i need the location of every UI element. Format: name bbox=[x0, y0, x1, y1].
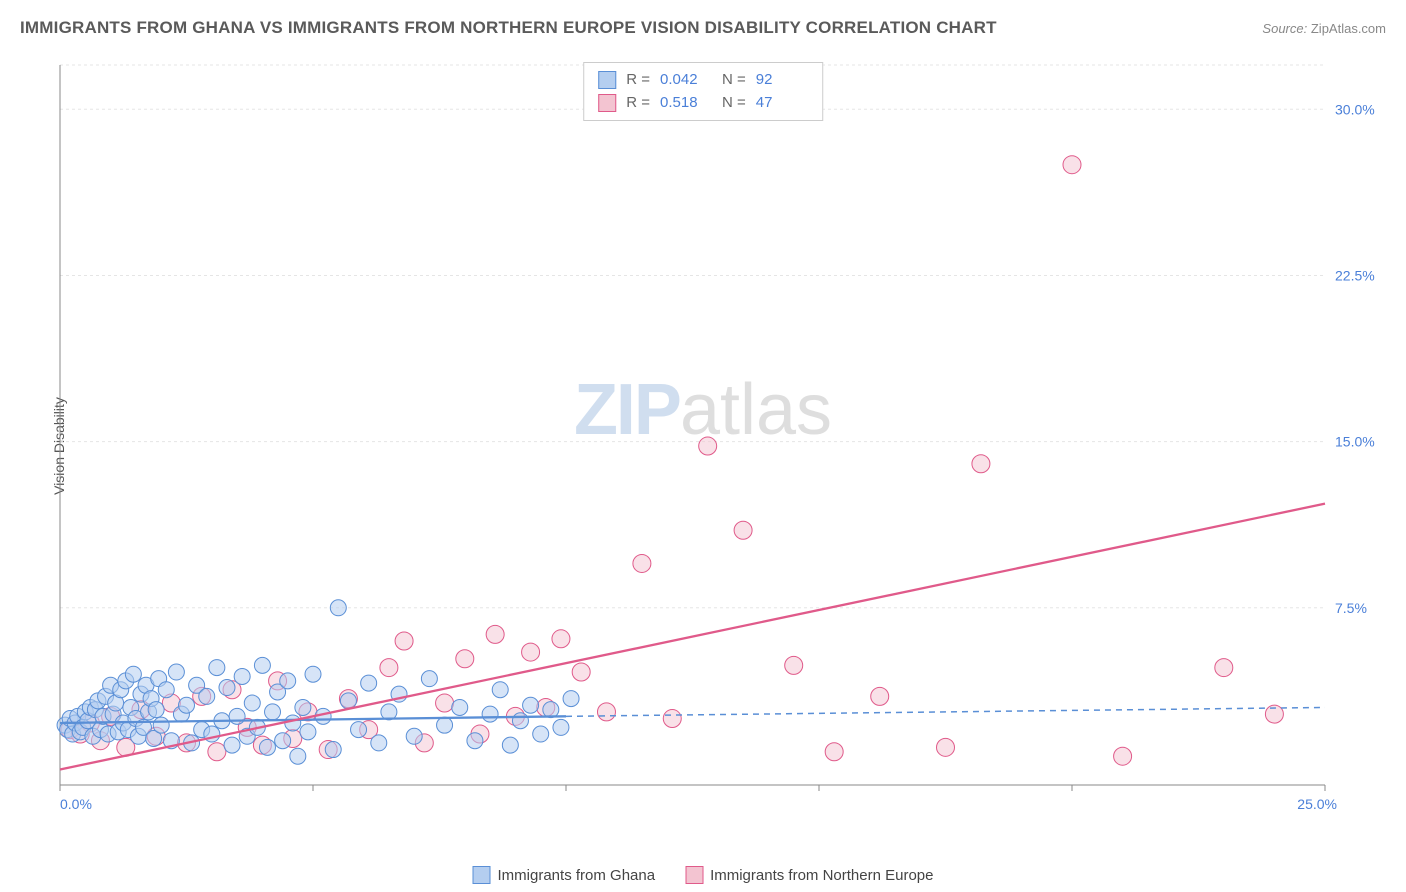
source-value: ZipAtlas.com bbox=[1311, 21, 1386, 36]
n-label: N = bbox=[722, 92, 746, 115]
svg-text:15.0%: 15.0% bbox=[1335, 434, 1375, 450]
legend-label-neurope: Immigrants from Northern Europe bbox=[710, 867, 933, 884]
chart-svg: 7.5% 15.0% 22.5% 30.0% 0.0% 25.0% bbox=[50, 55, 1380, 825]
series-legend: Immigrants from Ghana Immigrants from No… bbox=[473, 866, 934, 884]
swatch-neurope-icon bbox=[598, 94, 616, 112]
stats-legend: R = 0.042 N = 92 R = 0.518 N = 47 bbox=[583, 62, 823, 121]
source: Source: ZipAtlas.com bbox=[1262, 21, 1386, 36]
r-value-ghana: 0.042 bbox=[660, 69, 712, 92]
chart-title: IMMIGRANTS FROM GHANA VS IMMIGRANTS FROM… bbox=[20, 18, 997, 38]
legend-item-neurope: Immigrants from Northern Europe bbox=[685, 866, 933, 884]
legend-label-ghana: Immigrants from Ghana bbox=[498, 867, 656, 884]
legend-item-ghana: Immigrants from Ghana bbox=[473, 866, 656, 884]
scatter-plot: 7.5% 15.0% 22.5% 30.0% 0.0% 25.0% bbox=[50, 55, 1380, 825]
r-label: R = bbox=[626, 92, 650, 115]
r-value-neurope: 0.518 bbox=[660, 92, 712, 115]
svg-text:7.5%: 7.5% bbox=[1335, 600, 1367, 616]
n-value-neurope: 47 bbox=[756, 92, 808, 115]
swatch-ghana-icon bbox=[473, 866, 491, 884]
stats-row-neurope: R = 0.518 N = 47 bbox=[598, 92, 808, 115]
source-label: Source: bbox=[1262, 21, 1307, 36]
n-value-ghana: 92 bbox=[756, 69, 808, 92]
svg-text:0.0%: 0.0% bbox=[60, 796, 92, 812]
svg-text:22.5%: 22.5% bbox=[1335, 267, 1375, 283]
stats-row-ghana: R = 0.042 N = 92 bbox=[598, 69, 808, 92]
svg-text:25.0%: 25.0% bbox=[1297, 796, 1337, 812]
svg-text:30.0%: 30.0% bbox=[1335, 101, 1375, 117]
swatch-ghana-icon bbox=[598, 71, 616, 89]
r-label: R = bbox=[626, 69, 650, 92]
n-label: N = bbox=[722, 69, 746, 92]
swatch-neurope-icon bbox=[685, 866, 703, 884]
